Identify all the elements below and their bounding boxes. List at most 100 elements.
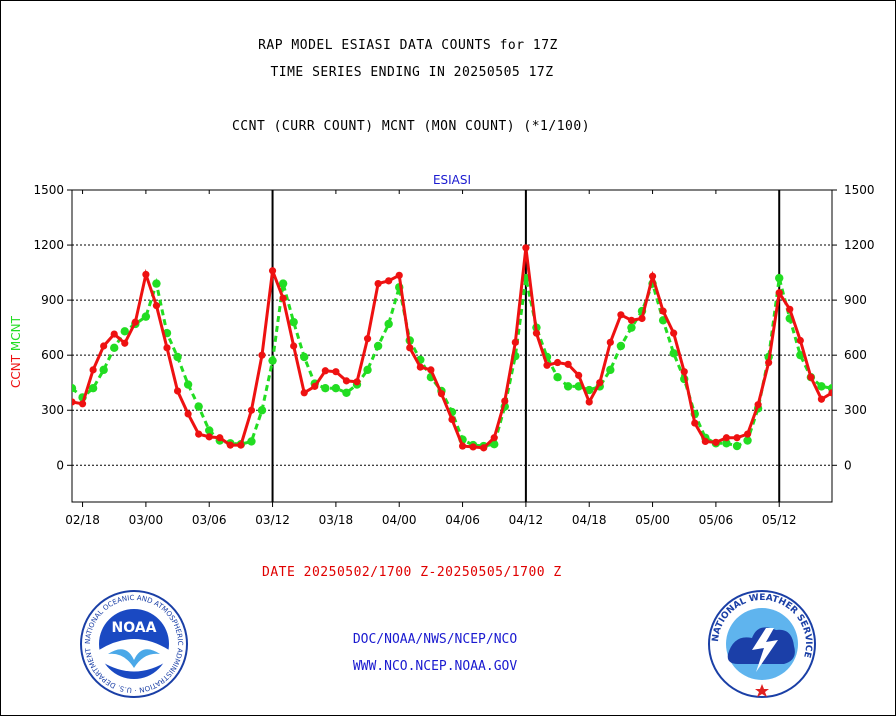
data-point-mcnt [194,402,203,411]
y-tick-label-right: 0 [844,458,852,472]
data-point-ccnt [290,342,298,350]
data-point-ccnt [300,389,308,397]
data-point-ccnt [670,329,678,337]
noaa-logo-text: NOAA [112,620,157,636]
data-point-mcnt [342,388,351,397]
data-point-ccnt [332,368,340,376]
data-point-ccnt [195,430,203,438]
data-point-ccnt [796,336,804,345]
data-point-ccnt [553,358,562,367]
y-tick-label-right: 600 [844,348,867,362]
data-point-mcnt [173,352,182,362]
data-point-mcnt [384,319,393,329]
data-point-ccnt [691,419,699,427]
y-tick-label-left: 300 [41,403,64,417]
data-point-mcnt [553,373,562,382]
y-tick-label-right: 900 [844,293,867,307]
x-tick-label: 02/18 [65,513,100,527]
chart-title-line2: TIME SERIES ENDING IN 20250505 17Z [270,65,554,80]
data-point-ccnt [184,410,192,418]
data-point-ccnt [786,305,794,313]
x-tick-label: 04/12 [509,513,544,527]
x-tick-label: 03/12 [255,513,290,527]
data-point-ccnt [596,379,604,387]
data-point-mcnt [120,327,129,336]
data-point-ccnt [627,316,636,324]
y-axis-label: CCNT MCNT [9,315,23,388]
x-tick-label: 04/00 [382,513,417,527]
nws-logo: NATIONAL WEATHER SERVICE [708,590,816,698]
data-point-ccnt [173,387,182,395]
data-point-ccnt [437,390,446,398]
data-point-ccnt [680,368,688,376]
data-point-mcnt [817,382,826,391]
data-point-mcnt [205,426,214,435]
data-point-ccnt [163,344,171,352]
chart-subtitle: CCNT (CURR COUNT) MCNT (MON COUNT) (*1/1… [231,119,591,134]
y-tick-label-left: 600 [41,348,64,362]
data-point-mcnt [278,279,288,288]
data-point-mcnt [321,384,330,393]
data-point-mcnt [289,317,298,327]
nco-website-link[interactable]: WWW.NCO.NCEP.NOAA.GOV [352,659,518,674]
y-tick-label-right: 1200 [844,238,875,252]
data-point-ccnt [743,430,752,438]
x-tick-label: 05/12 [762,513,797,527]
data-point-ccnt [754,401,762,409]
data-point-ccnt [648,272,657,280]
data-point-ccnt [659,307,667,315]
data-point-ccnt [490,434,498,442]
data-point-mcnt [363,365,372,375]
data-point-ccnt [279,294,287,302]
data-point-mcnt [743,436,752,445]
data-point-ccnt [543,361,551,369]
x-tick-label: 03/00 [129,513,164,527]
data-point-mcnt [300,352,309,362]
nco-org-link[interactable]: DOC/NOAA/NWS/NCEP/NCO [352,632,518,647]
y-tick-label-left: 900 [41,293,64,307]
data-point-ccnt [247,406,256,414]
data-point-mcnt [331,384,341,393]
data-point-mcnt [257,406,267,415]
noaa-logo: NATIONAL OCEANIC AND ATMOSPHERIC ADMINIS… [78,588,188,698]
data-point-mcnt [732,441,742,451]
data-point-ccnt [469,443,477,451]
data-point-mcnt [606,365,615,375]
data-point-ccnt [480,444,488,452]
data-point-mcnt [490,439,499,449]
data-point-ccnt [722,434,731,442]
x-tick-label: 03/06 [192,513,227,527]
data-point-ccnt [575,371,583,379]
y-tick-label-right: 1500 [844,183,875,197]
data-point-ccnt [458,442,467,450]
data-point-ccnt [385,277,393,285]
data-point-ccnt [353,378,361,386]
x-tick-label: 03/18 [319,513,354,527]
data-point-ccnt [638,314,646,323]
data-point-mcnt [669,349,678,358]
x-tick-label: 04/06 [445,513,480,527]
data-point-ccnt [100,342,108,350]
data-point-ccnt [733,434,741,442]
data-point-ccnt [427,366,435,374]
data-point-mcnt [110,343,119,353]
data-point-ccnt [585,398,593,406]
data-point-ccnt [121,339,129,347]
data-point-ccnt [416,363,424,371]
data-point-ccnt [110,330,118,338]
y-tick-label-left: 1200 [33,238,64,252]
data-point-ccnt [448,415,456,424]
data-point-ccnt [775,289,783,297]
data-point-ccnt [131,318,139,326]
x-tick-label: 04/18 [572,513,607,527]
data-point-ccnt [395,271,403,279]
data-point-ccnt [152,302,161,310]
data-point-ccnt [268,267,277,275]
data-point-ccnt [606,338,614,346]
data-point-ccnt [311,382,319,390]
data-point-mcnt [72,384,77,393]
y-axis-label-mcnt: MCNT [9,315,23,351]
data-point-ccnt [765,358,773,367]
plot-title: ESIASI [433,173,471,187]
